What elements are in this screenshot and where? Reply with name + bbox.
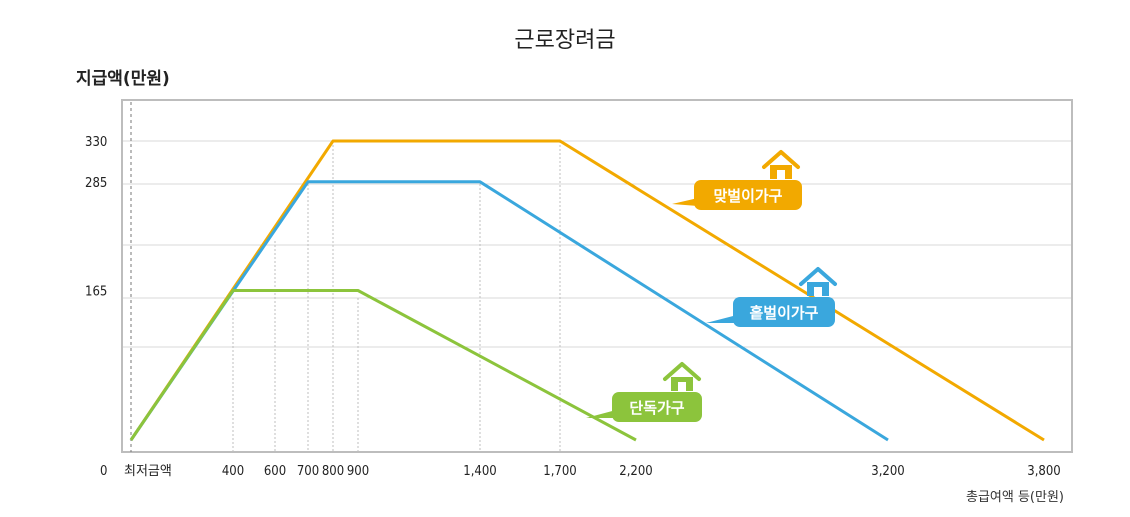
x-tick-label: 2,200 [619,464,652,479]
house-icon-door [678,382,686,391]
legend-label: 홑벌이가구 [749,304,818,322]
series-line-2 [129,289,637,442]
y-tick-label: 285 [85,176,107,191]
house-icon-door [814,287,822,296]
plot-frame [121,99,1073,453]
legend-connector [586,410,616,418]
legend-connector [672,198,698,206]
house-icon [799,267,837,286]
x-axis-label: 총급여액 등(만원) [966,490,1064,505]
x-tick-label: 700 [297,464,319,479]
x-tick-label: 1,700 [543,464,576,479]
legend-label: 맞벌이가구 [713,187,782,205]
y-axis-label: 지급액(만원) [76,69,170,89]
legend-badge [694,180,802,210]
house-icon [663,362,701,381]
x-tick-label: 800 [322,464,344,479]
x-tick-label: 1,400 [463,464,496,479]
x-tick-label: 3,800 [1027,464,1060,479]
x-tick-label: 400 [222,464,244,479]
legend-badge [612,392,702,422]
house-icon [762,150,800,169]
chart-title: 근로장려금 [514,28,616,53]
y-tick-label: 165 [85,285,107,300]
legend-connector [706,315,737,323]
legend-badge [733,297,835,327]
legend-label: 단독가구 [629,399,684,417]
x-tick-label: 600 [264,464,286,479]
y-tick-label: 330 [85,135,107,150]
x-tick-label: 900 [347,464,369,479]
x-tick-label-min: 최저금액 [124,464,172,479]
x-tick-label: 3,200 [871,464,904,479]
house-icon-door [777,170,785,179]
x-tick-label-origin: 0 [100,464,107,479]
